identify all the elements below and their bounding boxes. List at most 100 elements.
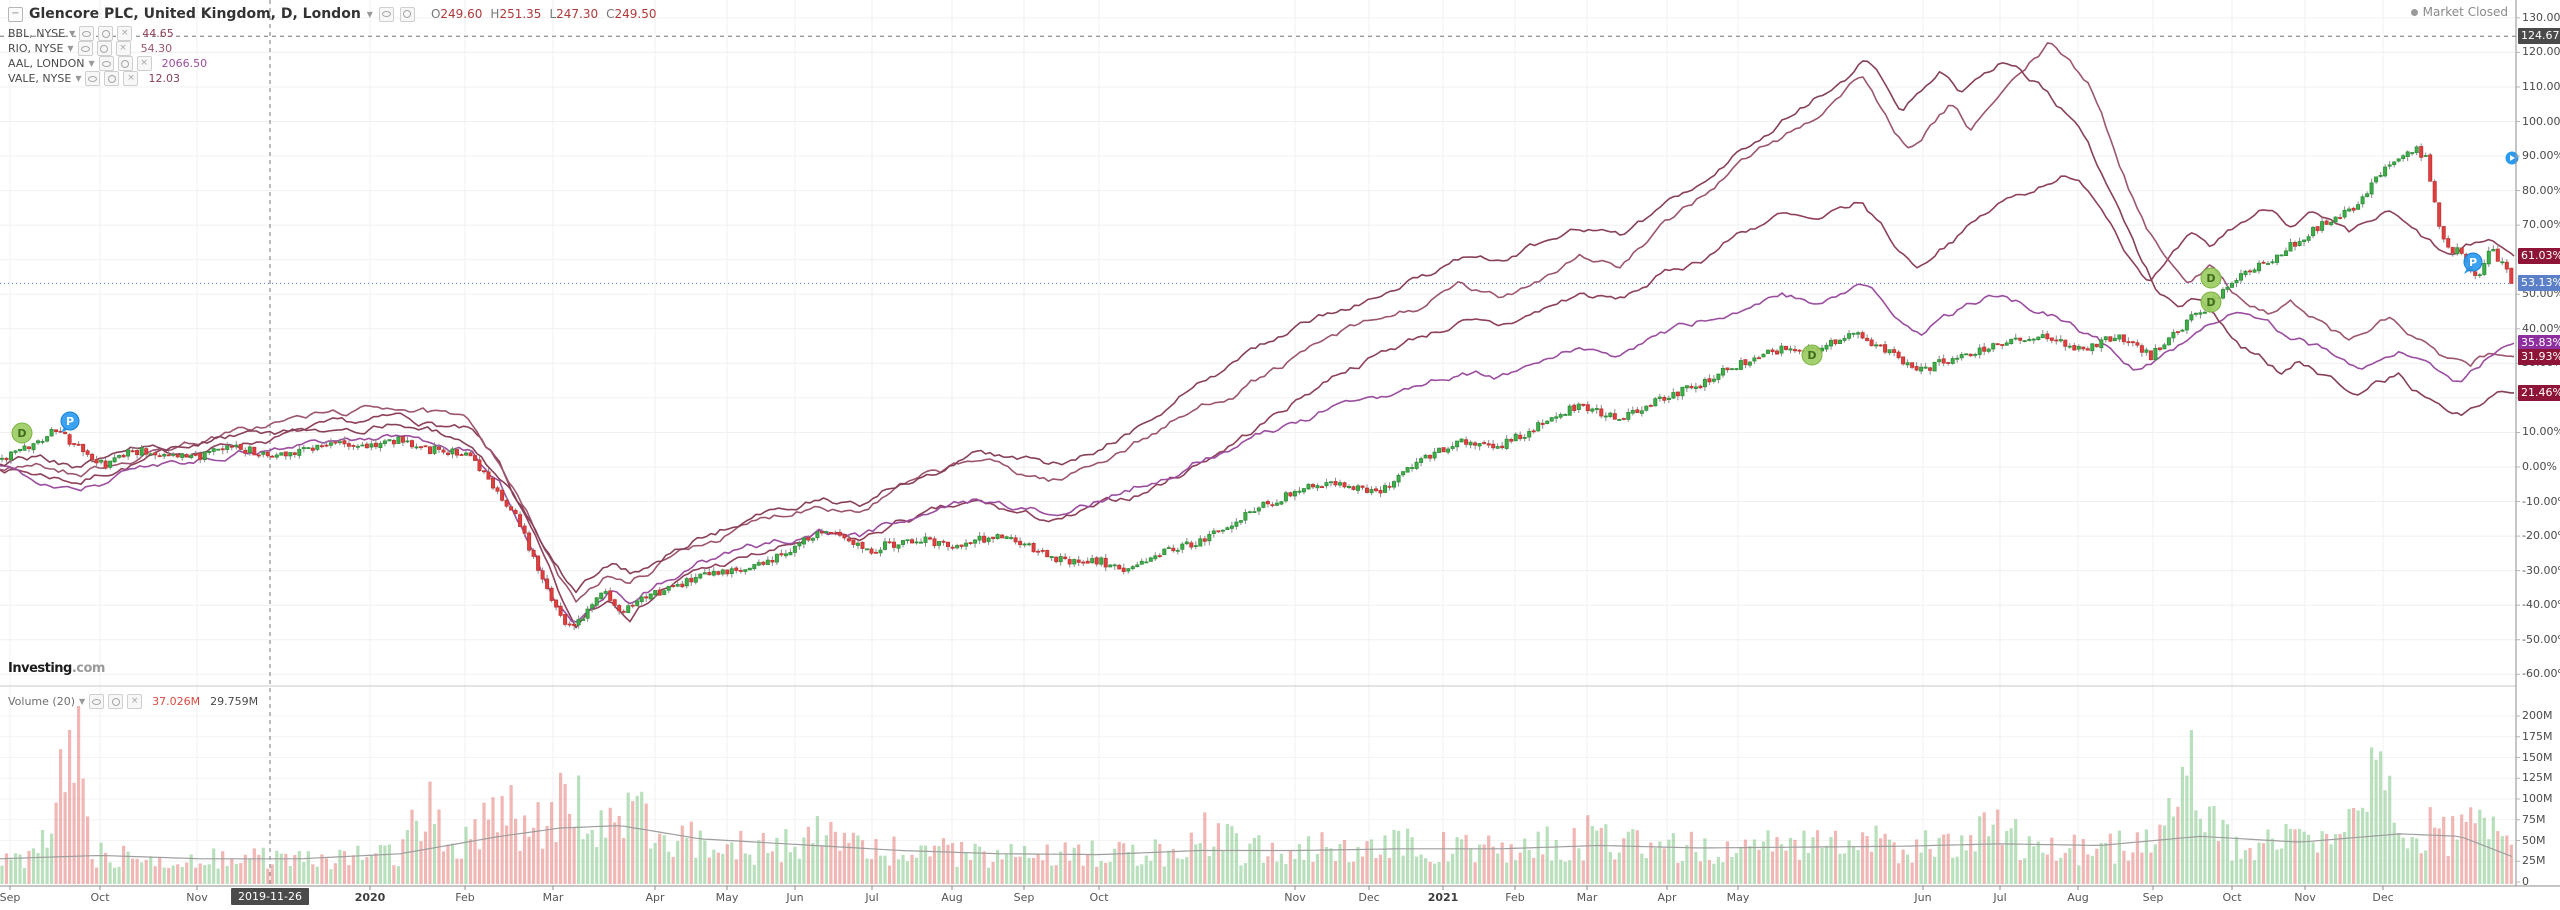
chevron-down-icon[interactable]: ▼	[366, 9, 373, 19]
eye-glyph	[82, 30, 92, 37]
eye-icon[interactable]	[89, 694, 105, 709]
crosshair-value-badge: 124.67	[2518, 28, 2560, 45]
time-axis-label: Nov	[2294, 891, 2316, 904]
time-axis-label: Mar	[542, 891, 564, 904]
legend-value: 44.65	[142, 27, 174, 40]
time-axis-label: 2021	[1427, 891, 1459, 904]
low-value: 247.30	[556, 7, 599, 21]
legend-row-rio[interactable]: RIO, NYSE ▼ × 54.30	[8, 41, 172, 56]
time-axis-label: Jun	[1914, 891, 1932, 904]
badge-vale: 21.46%	[2518, 384, 2560, 401]
volume-legend-row[interactable]: Volume (20) ▼ × 37.026M 29.759M	[8, 694, 258, 709]
legend-row-vale[interactable]: VALE, NYSE ▼ × 12.03	[8, 71, 180, 86]
price-axis-label: 110.00%	[2522, 79, 2560, 93]
chevron-down-icon[interactable]: ▼	[88, 59, 95, 68]
badge-glencore: 53.13%	[2518, 275, 2560, 292]
close-icon[interactable]: ×	[123, 71, 139, 86]
legend-label: VALE, NYSE	[8, 72, 72, 85]
low-label: L	[549, 7, 557, 21]
volume-legend-label: Volume (20)	[8, 695, 75, 708]
price-axis-label: 0.00%	[2522, 460, 2557, 473]
investing-logo: Investing.com	[8, 657, 105, 676]
price-axis-label: 130.00%	[2522, 10, 2560, 24]
eye-icon[interactable]	[98, 56, 114, 71]
gear-glyph	[100, 44, 109, 53]
time-axis-label: Nov	[186, 891, 208, 904]
eye-icon[interactable]	[85, 71, 101, 86]
time-axis-label: Nov	[1284, 891, 1306, 904]
symbol-header: − Glencore PLC, United Kingdom, D, Londo…	[8, 6, 657, 22]
close-icon[interactable]: ×	[127, 694, 143, 709]
collapse-legend-icon[interactable]: −	[8, 6, 23, 22]
close-icon[interactable]: ×	[136, 56, 152, 71]
open-value: 249.60	[440, 7, 483, 21]
chevron-down-icon[interactable]: ▼	[69, 29, 76, 38]
market-status-dot-icon	[2410, 8, 2418, 16]
price-axis-label: 120.00%	[2522, 45, 2560, 59]
eye-glyph	[101, 60, 111, 67]
chevron-down-icon[interactable]: ▼	[67, 44, 74, 53]
eye-glyph	[381, 11, 391, 17]
close-icon[interactable]: ×	[117, 26, 133, 41]
legend-value: 2066.50	[161, 57, 208, 70]
price-axis-label: 10.00%	[2522, 425, 2560, 439]
volume-axis-label: 150M	[2522, 750, 2553, 764]
eye-glyph	[80, 45, 90, 52]
legend-label: BBL, NYSE	[8, 27, 66, 40]
legend-value: 12.03	[148, 72, 180, 85]
settings-icon[interactable]	[399, 6, 415, 22]
eye-icon[interactable]	[79, 26, 95, 41]
volume-axis-label: 50M	[2522, 833, 2546, 847]
chevron-down-icon[interactable]: ▼	[79, 697, 86, 706]
price-axis-label: 70.00%	[2522, 218, 2560, 232]
time-axis-label: Aug	[2067, 891, 2089, 904]
legend-row-bbl[interactable]: BBL, NYSE ▼ × 44.65	[8, 26, 174, 41]
settings-icon[interactable]	[96, 41, 112, 56]
time-axis-label: Apr	[645, 891, 665, 904]
volume-ma-value: 29.759M	[210, 695, 259, 708]
time-axis-label: Dec	[1358, 891, 1380, 904]
gear-glyph	[111, 697, 120, 706]
close-value: 249.50	[614, 7, 657, 21]
time-axis-label: Mar	[1576, 891, 1598, 904]
time-axis-label: Feb	[1505, 891, 1525, 904]
eye-icon[interactable]	[77, 41, 93, 56]
symbol-title[interactable]: Glencore PLC, United Kingdom, D, London	[29, 6, 361, 22]
legend-value: 54.30	[140, 42, 173, 55]
market-status-text: Market Closed	[2422, 5, 2508, 19]
svg-text:D: D	[17, 427, 26, 440]
settings-icon[interactable]	[108, 694, 124, 709]
svg-text:P: P	[66, 415, 74, 428]
eye-glyph	[88, 75, 98, 82]
price-axis-label: -10.00%	[2522, 494, 2560, 508]
logo-suffix: .com	[71, 661, 106, 676]
high-label: H	[490, 7, 500, 21]
time-axis-label: Aug	[941, 891, 963, 904]
time-axis-label: Feb	[455, 891, 475, 904]
close-icon[interactable]: ×	[115, 41, 131, 56]
eye-icon[interactable]	[378, 6, 394, 22]
ohlc-readout: O249.60 H251.35 L247.30 C249.50	[431, 7, 657, 21]
svg-text:P: P	[2469, 256, 2477, 269]
settings-icon[interactable]	[104, 71, 120, 86]
settings-icon[interactable]	[117, 56, 133, 71]
open-label: O	[430, 7, 441, 21]
time-axis-label: Oct	[2222, 891, 2242, 904]
market-status: Market Closed	[2410, 5, 2508, 19]
gear-glyph	[101, 29, 110, 38]
volume-axis-label: 75M	[2522, 812, 2546, 826]
volume-current-value: 37.026M	[152, 695, 201, 708]
legend-row-aal[interactable]: AAL, LONDON ▼ × 2066.50	[8, 56, 207, 71]
chevron-down-icon[interactable]: ▼	[75, 74, 82, 83]
legend-label: AAL, LONDON	[8, 57, 85, 70]
time-axis-label: May	[715, 891, 739, 904]
high-value: 251.35	[499, 7, 542, 21]
volume-axis-label: 125M	[2522, 771, 2553, 785]
time-axis-label: Jun	[786, 891, 804, 904]
gear-glyph	[107, 74, 116, 83]
settings-icon[interactable]	[98, 26, 114, 41]
svg-text:D: D	[2206, 272, 2215, 285]
